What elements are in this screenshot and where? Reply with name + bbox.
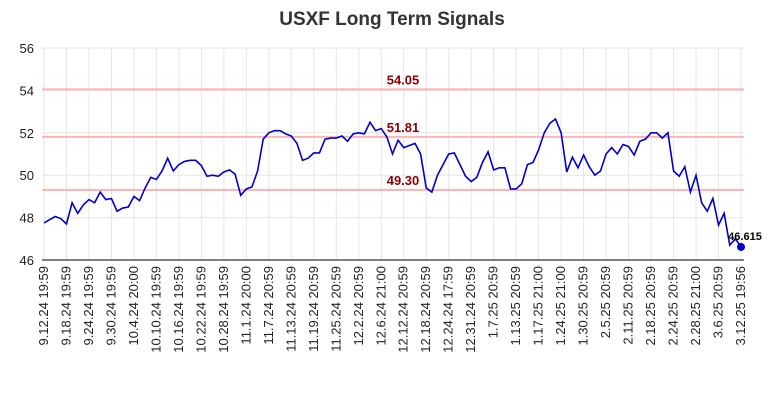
x-tick-label: 2.28.25 21:00	[688, 266, 703, 346]
x-tick-label: 1.30.25 20:59	[576, 266, 591, 346]
x-tick-label: 11.19.24 20:59	[306, 266, 321, 352]
x-tick-label: 12.2.24 20:59	[351, 266, 366, 346]
y-tick-label: 48	[20, 211, 34, 226]
x-tick-label: 12.24.24 17:59	[441, 266, 456, 353]
x-tick-label: 11.25.24 20:59	[328, 266, 343, 352]
x-tick-label: 11.1.24 20:00	[238, 266, 253, 345]
x-tick-label: 12.31.24 20:59	[463, 266, 478, 353]
x-tick-label: 10.28.24 19:59	[216, 266, 231, 353]
signal-label: 54.05	[387, 72, 420, 87]
signal-label: 51.81	[387, 120, 420, 135]
x-tick-label: 3.6.25 20:59	[711, 266, 726, 338]
x-tick-label: 12.12.24 20:59	[396, 266, 411, 353]
y-tick-label: 50	[20, 168, 34, 183]
y-tick-label: 52	[20, 126, 34, 141]
x-tick-label: 10.22.24 19:59	[193, 266, 208, 353]
x-tick-label: 1.13.25 20:59	[508, 266, 523, 346]
last-value-label: 46.615	[728, 231, 762, 243]
y-tick-label: 56	[20, 41, 34, 56]
signal-label: 49.30	[387, 173, 420, 188]
x-tick-label: 10.4.24 20:00	[126, 266, 141, 346]
x-tick-label: 1.17.25 21:00	[531, 266, 546, 346]
x-tick-label: 9.18.24 19:59	[58, 266, 73, 346]
x-tick-label: 12.18.24 20:59	[418, 266, 433, 353]
x-tick-label: 11.13.24 20:59	[283, 266, 298, 352]
y-tick-label: 54	[20, 83, 34, 98]
x-tick-label: 9.12.24 19:59	[36, 266, 51, 346]
x-tick-label: 2.11.25 20:59	[621, 266, 636, 345]
x-tick-label: 1.7.25 20:59	[486, 266, 501, 338]
x-tick-label: 11.7.24 20:59	[261, 266, 276, 345]
x-tick-label: 9.24.24 19:59	[81, 266, 96, 346]
x-tick-label: 9.30.24 19:59	[103, 266, 118, 346]
x-tick-label: 10.10.24 19:59	[148, 266, 163, 353]
x-tick-label: 2.5.25 20:59	[598, 266, 613, 338]
x-tick-label: 3.12.25 19:56	[733, 266, 748, 346]
x-tick-label: 2.24.25 20:59	[666, 266, 681, 346]
y-tick-label: 46	[20, 253, 34, 268]
x-tick-label: 10.16.24 19:59	[171, 266, 186, 353]
chart-title: USXF Long Term Signals	[279, 9, 505, 30]
x-tick-label: 12.6.24 21:00	[373, 266, 388, 346]
x-tick-label: 1.24.25 21:00	[553, 266, 568, 346]
price-line	[43, 117, 742, 248]
x-tick-label: 2.18.25 20:59	[643, 266, 658, 346]
last-point	[737, 242, 745, 251]
